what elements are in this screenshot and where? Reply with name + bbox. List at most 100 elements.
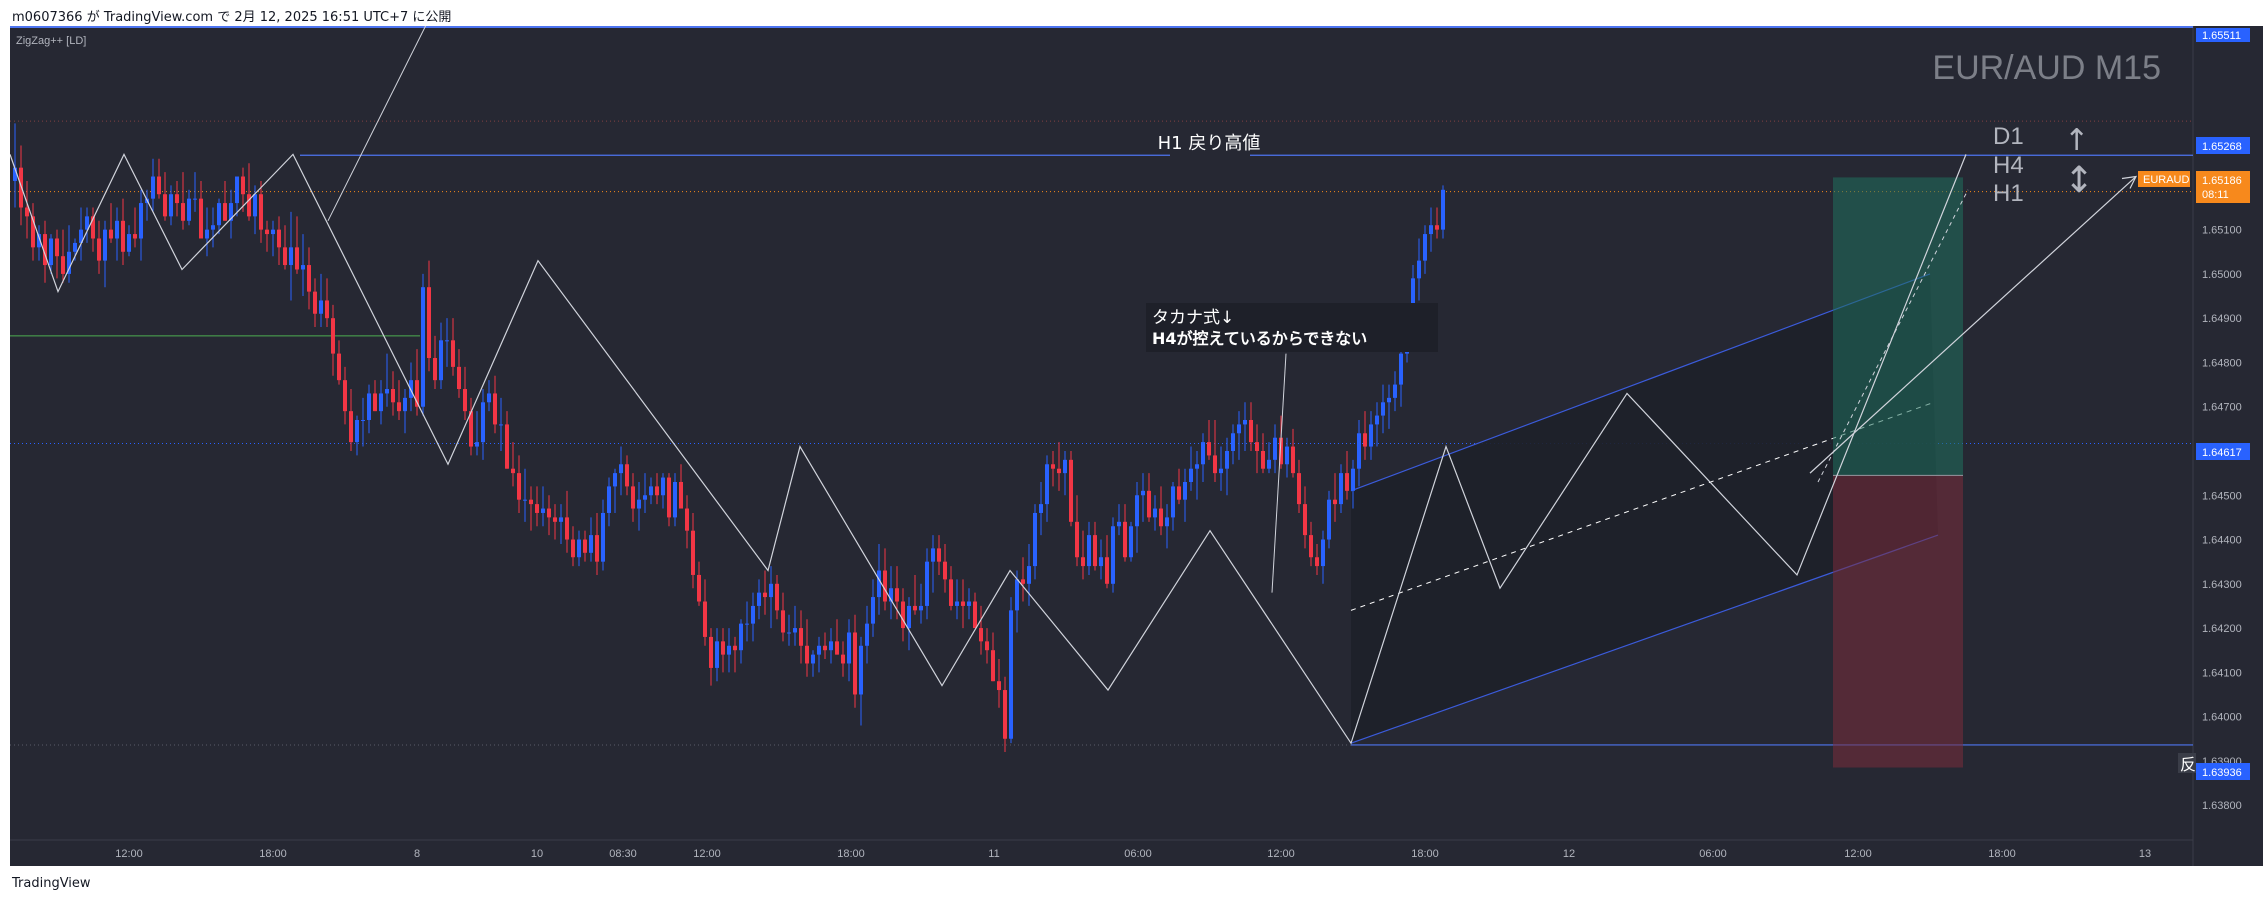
candle-body xyxy=(979,628,983,642)
candle-body xyxy=(247,194,251,217)
candle-body xyxy=(907,605,911,629)
candle-body xyxy=(847,632,851,664)
drawings-back xyxy=(10,26,2193,768)
candle-body xyxy=(805,645,809,664)
candle-body xyxy=(535,504,539,513)
candle-body xyxy=(355,420,359,443)
candle-body xyxy=(127,234,131,252)
candle-body xyxy=(1129,526,1133,558)
tf-label-d1[interactable]: D1 xyxy=(1993,123,2024,150)
candle-body xyxy=(493,393,497,425)
candle-body xyxy=(793,628,797,633)
candle-body xyxy=(1009,610,1013,739)
candle-body xyxy=(43,234,47,266)
price-label-h1-high-bg xyxy=(2196,137,2250,154)
candle-body xyxy=(301,265,305,270)
candle-body xyxy=(997,681,1001,691)
candle-body xyxy=(745,623,749,625)
x-tick-label: 12:00 xyxy=(1267,848,1295,860)
candle-body xyxy=(61,256,65,274)
x-axis-ticks: 12:00 18:00 8 10 08:30 12:00 18:00 11 06:00 12:00… xyxy=(115,848,2151,860)
candle-body xyxy=(1249,420,1253,443)
tf-label-h4[interactable]: H4 xyxy=(1993,152,2024,179)
candle-body xyxy=(811,654,815,664)
candle-body xyxy=(565,517,569,540)
y-tick-label: 1.64800 xyxy=(2202,357,2242,369)
candle-body xyxy=(1135,495,1139,527)
candle-body xyxy=(961,601,965,606)
candle-body xyxy=(733,645,737,651)
channel-mid-line xyxy=(1350,401,1935,611)
candle-body xyxy=(361,420,365,421)
candle-body xyxy=(37,234,41,248)
candle-body xyxy=(1207,442,1211,456)
candle-body xyxy=(325,300,329,319)
candle-body xyxy=(883,570,887,602)
candle-body xyxy=(475,442,479,447)
candle-body xyxy=(319,300,323,314)
trend-line-top-left xyxy=(327,26,427,222)
x-tick-label: 13 xyxy=(2139,848,2151,860)
symbol-watermark: EUR/AUD M15 xyxy=(1932,49,2161,87)
projection-arrow-line xyxy=(1809,176,2137,474)
candle-body xyxy=(1171,486,1175,518)
price-label-low: 1.63936 xyxy=(2196,763,2250,780)
candle-body xyxy=(337,353,341,381)
candle-body xyxy=(55,238,59,257)
candle-body xyxy=(295,247,299,270)
candle-body xyxy=(1039,504,1043,513)
candle-body xyxy=(619,464,623,474)
symbol-badge-text: EURAUD xyxy=(2143,174,2190,186)
y-tick-label: 1.63800 xyxy=(2202,800,2242,812)
candle-body xyxy=(79,229,83,243)
candle-body xyxy=(469,411,473,447)
takana-note-box[interactable] xyxy=(1146,303,1438,352)
publish-header: m0607366 が TradingView.com で 2月 12, 2025… xyxy=(0,0,2263,26)
candle-body xyxy=(1441,189,1445,230)
x-tick-label: 12 xyxy=(1563,848,1575,860)
chart-area[interactable]: 1.653001.652001.651001.650001.649001.648… xyxy=(10,26,2263,866)
indicator-label[interactable]: ZigZag++ [LD] xyxy=(16,35,86,47)
candle-body xyxy=(1021,579,1025,584)
candle-body xyxy=(1297,473,1301,505)
candle-body xyxy=(631,486,635,509)
candle-body xyxy=(67,251,71,274)
candle-body xyxy=(517,473,521,500)
h1-high-annotation[interactable]: H1 戻り高値 xyxy=(1158,133,1261,154)
candle-body xyxy=(271,229,275,235)
candle-body xyxy=(937,548,941,562)
candle-body xyxy=(115,220,119,239)
candle-body xyxy=(973,601,977,629)
tf-label-h1[interactable]: H1 xyxy=(1993,180,2024,207)
candle-body xyxy=(865,623,869,646)
corner-tool-label[interactable]: 反 xyxy=(2180,755,2196,774)
candle-body xyxy=(1219,468,1223,474)
current-price-badge: EURAUD 1.65186 08:11 xyxy=(2138,171,2250,203)
candlestick-chart[interactable]: 1.653001.652001.651001.650001.649001.648… xyxy=(10,26,2263,866)
candle-body xyxy=(13,167,17,181)
candle-body xyxy=(313,291,317,314)
x-tick-label: 08:30 xyxy=(609,848,637,860)
candle-body xyxy=(739,623,743,651)
candle-body xyxy=(1363,433,1367,447)
candle-body xyxy=(523,499,527,501)
candle-body xyxy=(157,176,161,195)
candle-body xyxy=(1255,442,1259,451)
candle-body xyxy=(499,424,503,426)
candle-body xyxy=(1069,459,1073,522)
candle-body xyxy=(163,194,167,217)
candle-body xyxy=(799,628,803,646)
corner-tool-badge[interactable] xyxy=(2178,753,2196,773)
candle-body xyxy=(1369,424,1373,447)
candle-body xyxy=(853,632,857,695)
tradingview-logo[interactable]: TradingView xyxy=(12,876,91,891)
candle-body xyxy=(403,397,407,412)
x-tick-label: 06:00 xyxy=(1699,848,1727,860)
candle-body xyxy=(787,632,791,634)
candle-body xyxy=(1273,437,1277,460)
candle-body xyxy=(331,318,335,354)
candle-body xyxy=(577,539,581,558)
candle-body xyxy=(553,517,557,522)
candle-body xyxy=(277,229,281,248)
candle-body xyxy=(661,477,665,496)
